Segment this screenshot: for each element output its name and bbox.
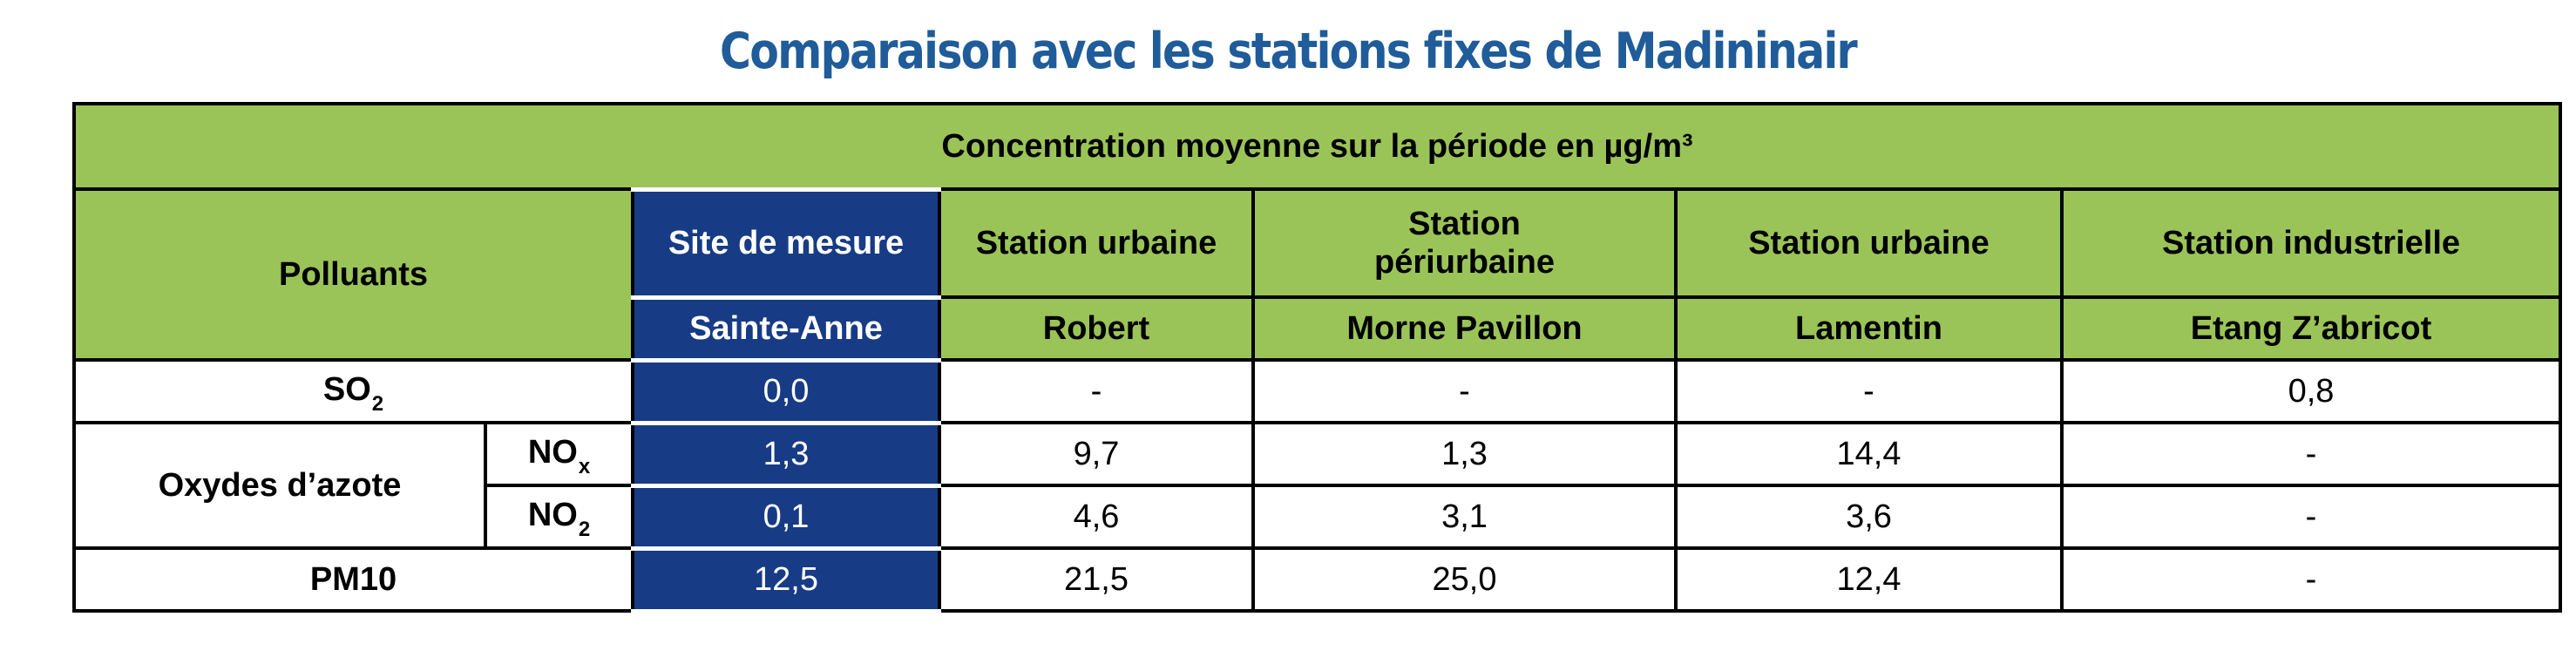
station-type-etang: Station industrielle <box>2059 187 2563 299</box>
table-cell: - <box>2059 421 2563 487</box>
pollutants-header: Polluants <box>72 187 634 362</box>
table-row-no2: NO2 0,1 4,6 3,1 3,6 - <box>74 483 2563 551</box>
table-cell: 14,4 <box>1674 421 2064 487</box>
table-cell: 3,1 <box>1251 484 1678 550</box>
table-cell: - <box>2059 546 2563 613</box>
table-row-so2: SO2 0,0 - - - 0,8 <box>72 357 2563 425</box>
site-header: Site de mesure <box>631 186 941 300</box>
main-header: Concentration moyenne sur la période en … <box>71 102 2563 191</box>
table-cell: 0,0 <box>631 357 941 425</box>
site-name: Sainte-Anne <box>631 295 941 363</box>
page-title: Comparaison avec les stations fixes de M… <box>719 23 1858 80</box>
station-type-row: Polluants Site de mesure Station urbaine… <box>72 186 2563 362</box>
table-row-pm10: PM10 12,5 21,5 25,0 12,4 - <box>72 546 2563 613</box>
table-cell: 9,7 <box>938 421 1255 487</box>
station-type-lamentin: Station urbaine <box>1674 187 2064 299</box>
pollutant-group-oxydes: Oxydes d’azote <box>72 421 487 550</box>
table-cell: 25,0 <box>1251 546 1678 613</box>
table-cell: - <box>1251 358 1678 424</box>
table-cell: - <box>2059 484 2563 550</box>
table-cell: 4,6 <box>938 484 1255 550</box>
station-name-etang: Etang Z’abricot <box>2059 295 2563 362</box>
comparison-table: Concentration moyenne sur la période en … <box>71 102 2563 613</box>
table-cell: - <box>938 358 1255 424</box>
station-type-morne-pavillon: Station périurbaine <box>1251 187 1678 299</box>
pollutant-label-so2: SO2 <box>72 358 634 424</box>
pollutant-label-pm10: PM10 <box>72 546 634 613</box>
table-cell: 1,3 <box>1251 421 1678 487</box>
table-cell: 12,5 <box>631 546 941 613</box>
station-name-row: Sainte-Anne Robert Morne Pavillon Lament… <box>74 295 2563 363</box>
table-cell: 3,6 <box>1674 484 2064 550</box>
table-header-row: Concentration moyenne sur la période en … <box>71 102 2563 191</box>
table-cell: 1,3 <box>631 420 941 488</box>
table-cell: 12,4 <box>1674 546 2064 613</box>
pollutant-label-no2: NO2 <box>484 484 634 550</box>
table-cell: 0,1 <box>631 483 941 551</box>
table-cell: 0,8 <box>2059 358 2563 424</box>
table-cell: - <box>1674 358 2064 424</box>
station-name-robert: Robert <box>938 295 1255 362</box>
station-type-robert: Station urbaine <box>938 187 1255 299</box>
pollutant-label-nox: NOx <box>484 421 634 487</box>
table-row-nox: Oxydes d’azote NOx 1,3 9,7 1,3 14,4 - <box>72 420 2563 550</box>
station-name-lamentin: Lamentin <box>1674 295 2064 362</box>
station-name-morne-pavillon: Morne Pavillon <box>1251 295 1678 362</box>
table-cell: 21,5 <box>938 546 1255 613</box>
